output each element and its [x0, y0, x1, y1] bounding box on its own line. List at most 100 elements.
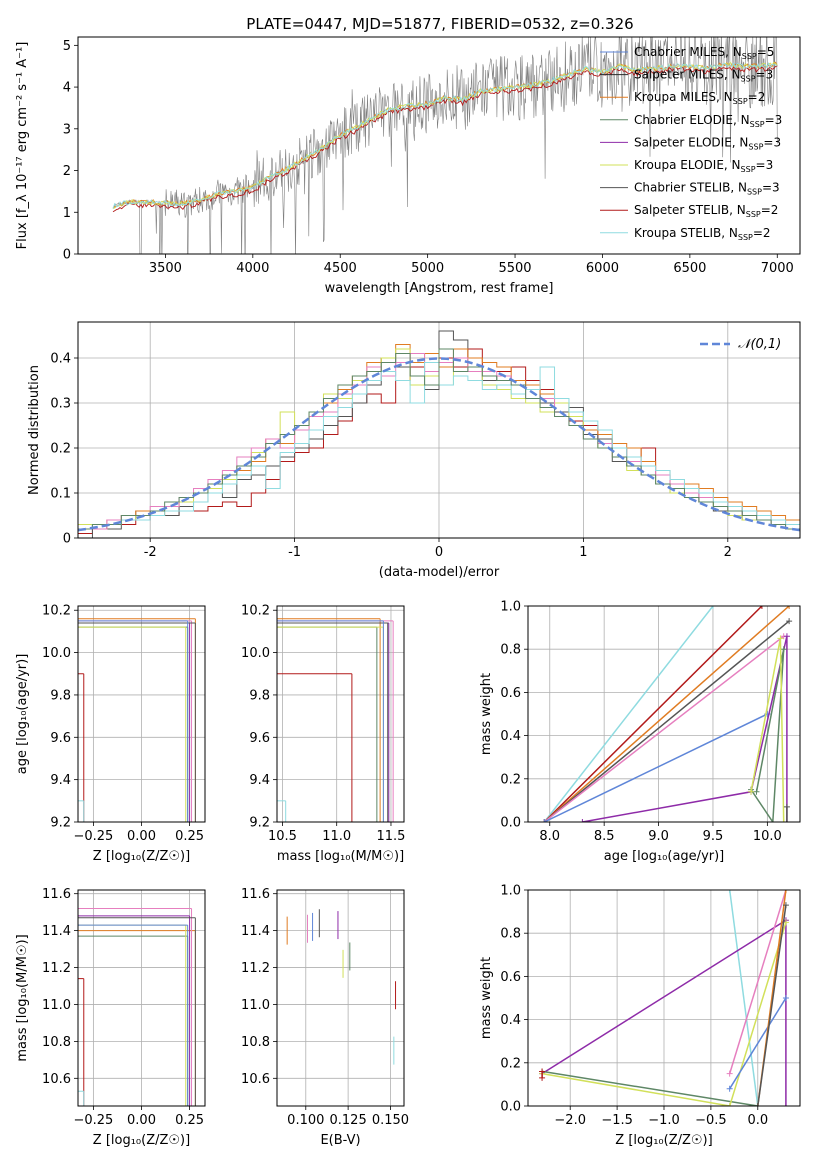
y-tick-label: 10.8: [241, 1035, 270, 1050]
y-tick-label: 0.4: [50, 352, 71, 367]
y-tick-label: 10.2: [241, 604, 270, 619]
weight-line: [543, 713, 768, 822]
normal-curve-line: [78, 357, 800, 532]
axes-frame: [276, 605, 405, 823]
y-tick-label: 1.0: [500, 600, 521, 615]
x-tick-label: 0.150: [372, 1113, 409, 1128]
y-tick-label: 0.8: [500, 927, 521, 942]
y-axis-label: age [log₁₀(age/yr)]: [15, 654, 30, 775]
weight-marker: [786, 618, 793, 625]
x-axis-label: Z [log₁₀(Z/Z☉)]: [93, 1133, 190, 1148]
y-tick-label: 9.2: [249, 816, 270, 831]
axes-frame: [77, 36, 801, 255]
y-tick-label: 3: [63, 122, 71, 137]
x-tick-label: −0.5: [695, 1113, 727, 1128]
x-tick-label: -1: [288, 545, 301, 560]
x-tick-label: 9.5: [703, 829, 724, 844]
axes-frame: [77, 321, 801, 539]
y-axis-label: mass weight: [479, 673, 494, 755]
x-tick-label: 0.25: [175, 1113, 204, 1128]
y-tick-label: 11.6: [241, 887, 270, 902]
weight-line: [582, 636, 788, 822]
panel-weight_vs_age: 8.0 8.5 9.0 9.5 10.0 0.0 0.2 0.4 0.6 0.8 1.0 age [l…: [479, 600, 801, 864]
model-spectrum-line: [112, 62, 778, 209]
y-axis-label: mass weight: [479, 957, 494, 1039]
plot-area: [112, 37, 778, 254]
y-tick-label: 11.0: [241, 998, 270, 1013]
panel-spectrum: 3500 4000 4500 5000 5500 6000 6500 7000 0 1 2 3 4 5 wa…: [15, 36, 801, 296]
weight-marker: [539, 1068, 546, 1075]
weight-marker: [709, 606, 716, 609]
x-tick-label: −0.25: [73, 1113, 113, 1128]
x-tick-label: 6500: [673, 261, 706, 276]
y-tick-label: 10.2: [42, 604, 71, 619]
y-tick-label: 0: [63, 532, 71, 547]
y-axis-label: Normed distribution: [27, 365, 42, 495]
x-axis-label: age [log₁₀(age/yr)]: [604, 849, 725, 864]
axes-frame: [77, 889, 206, 1107]
y-tick-label: 0.8: [500, 643, 521, 658]
y-axis-label: Flux [f_λ 10⁻¹⁷ erg cm⁻² s⁻¹ A⁻¹]: [15, 42, 30, 250]
legend-entry: Salpeter STELIB, NSSP=2: [634, 203, 778, 219]
weight-marker: [783, 803, 790, 810]
y-tick-label: 10.8: [42, 1035, 71, 1050]
weight-marker: [753, 788, 760, 795]
axes-frame: [276, 889, 405, 1107]
plot-area: [541, 606, 793, 822]
x-tick-label: −0.25: [73, 829, 113, 844]
y-tick-label: 1.0: [500, 884, 521, 899]
x-tick-label: 8.5: [594, 829, 615, 844]
weight-marker: [541, 819, 548, 822]
x-tick-label: -2: [144, 545, 157, 560]
y-tick-label: 0.4: [500, 1013, 521, 1028]
x-axis-label: Z [log₁₀(Z/Z☉)]: [93, 849, 190, 864]
legend-entry: Salpeter ELODIE, NSSP=3: [634, 135, 781, 151]
weight-marker: [748, 788, 755, 795]
x-tick-label: 11.0: [322, 829, 351, 844]
x-tick-label: 7000: [761, 261, 794, 276]
weight-marker: [782, 902, 789, 909]
x-tick-label: 0.25: [175, 829, 204, 844]
y-tick-label: 9.6: [249, 731, 270, 746]
weight-line: [757, 904, 787, 1106]
panel-age_vs_z: −0.25 0.00 0.25 9.2 9.4 9.6 9.8 10.0 10.2 Z [log₁…: [15, 604, 206, 864]
panel-mass_vs_ebv: 0.100 0.125 0.150 10.6 10.8 11.0 11.2 11.4 11.6 E…: [241, 887, 409, 1148]
y-tick-label: 2: [63, 164, 71, 179]
axes-frame: [527, 605, 801, 823]
legend-entry: Chabrier MILES, NSSP=5: [634, 45, 774, 61]
weight-marker: [726, 1070, 733, 1077]
y-tick-label: 0.2: [500, 772, 521, 787]
y-tick-label: 0.3: [50, 397, 71, 412]
weight-line: [729, 997, 787, 1090]
plot-area: [277, 618, 394, 822]
weight-marker: [758, 606, 765, 609]
x-tick-label: 1: [579, 545, 587, 560]
x-tick-label: 2: [724, 545, 732, 560]
x-tick-label: 11.5: [376, 829, 405, 844]
y-tick-label: 4: [63, 81, 71, 96]
y-tick-label: 0.6: [500, 686, 521, 701]
x-tick-label: 0.00: [127, 829, 156, 844]
weight-marker: [786, 606, 793, 609]
y-tick-label: 11.6: [42, 887, 71, 902]
y-tick-label: 10.0: [241, 646, 270, 661]
y-tick-label: 11.2: [241, 961, 270, 976]
plot-area: [78, 618, 196, 822]
weight-marker: [579, 819, 586, 822]
panel-residuals: -2 -1 0 1 2 0 0.1 0.2 0.3 0.4 (data-model)/error No…: [27, 321, 801, 580]
legend-entry: Kroupa MILES, NSSP=2: [634, 90, 765, 106]
x-axis-label: E(B-V): [320, 1133, 360, 1148]
weight-marker: [783, 819, 790, 822]
y-tick-label: 0.0: [500, 1100, 521, 1115]
y-tick-label: 10.6: [241, 1072, 270, 1087]
y-tick-label: 0.0: [500, 816, 521, 831]
weight-marker: [769, 819, 776, 822]
axes-frame: [527, 889, 801, 1107]
weight-marker: [780, 646, 787, 653]
y-tick-label: 11.4: [42, 924, 71, 939]
weight-marker: [539, 1074, 546, 1081]
weight-line: [543, 606, 790, 822]
y-tick-label: 11.4: [241, 924, 270, 939]
figure-title: PLATE=0447, MJD=51877, FIBERID=0532, z=0…: [246, 15, 633, 33]
